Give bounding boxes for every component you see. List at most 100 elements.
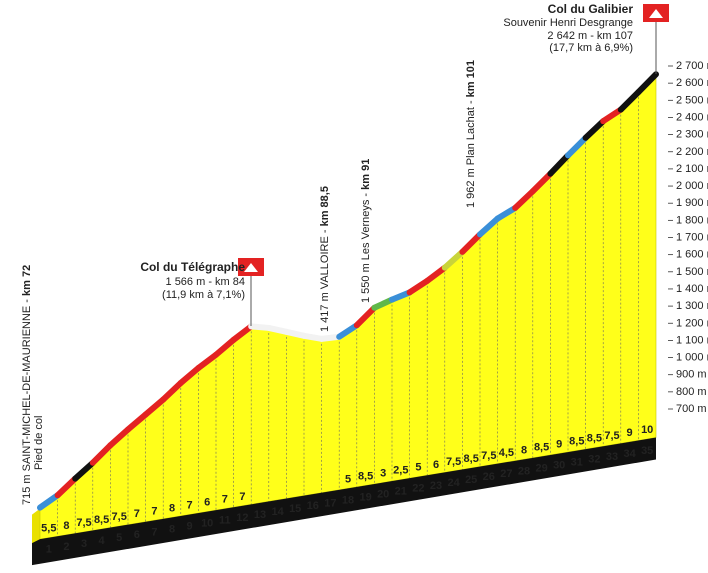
- km-label: 16: [307, 500, 319, 512]
- km-label: 4: [99, 535, 106, 547]
- gradient-segment: [565, 134, 589, 159]
- gradient-segment: [177, 364, 202, 386]
- km-label: 15: [289, 503, 301, 515]
- y-tick-label: 800 m: [676, 386, 707, 398]
- gradient-segment: [424, 264, 448, 284]
- km-label: 2: [63, 541, 69, 553]
- km-label: 12: [236, 512, 248, 524]
- gradient-segment: [213, 336, 237, 358]
- galibier-subtitle: Souvenir Henri Desgrange: [503, 17, 633, 29]
- gradient-label: 8,5: [464, 453, 479, 465]
- y-tick-label: 2 300 m: [676, 129, 708, 141]
- gradient-label: 7,5: [446, 456, 461, 468]
- gradient-label: 8,5: [569, 436, 584, 448]
- gradient-label: 7: [222, 494, 228, 506]
- km-label: 27: [500, 468, 512, 480]
- y-tick-label: 700 m: [676, 403, 707, 415]
- verneys-km: km 91: [360, 159, 372, 190]
- km-label: 22: [412, 483, 424, 495]
- gradient-segment: [635, 71, 659, 96]
- gradient-label: 7: [187, 499, 193, 511]
- gradient-segment: [494, 204, 519, 222]
- verneys-label: 1 550 m Les Verneys - km 91: [360, 159, 372, 303]
- y-tick-label: 1 000 m: [676, 352, 708, 364]
- galibier-info: (17,7 km à 6,9%): [549, 42, 633, 54]
- gradient-label: 6: [433, 459, 439, 471]
- start-text: 715 m SAINT-MICHEL-DE-MAURIENNE -: [21, 296, 33, 505]
- km-label: 30: [553, 460, 565, 472]
- gradient-segment: [529, 170, 554, 195]
- km-label: 6: [134, 529, 140, 541]
- km-label: 34: [623, 448, 636, 460]
- gradient-segment: [54, 475, 79, 499]
- gradient-segment: [512, 188, 536, 211]
- y-tick-label: 2 400 m: [676, 111, 708, 123]
- valloire-label: 1 417 m VALLOIRE - km 88,5: [319, 186, 331, 332]
- y-tick-label: 1 600 m: [676, 249, 708, 261]
- profile-layer: 700 m 800 m 900 m 1 000 m 1 100 m 1 200 m 1 30…: [32, 60, 708, 566]
- km-label: 5: [116, 532, 122, 544]
- base-band: [32, 437, 656, 566]
- km-label: 21: [395, 486, 407, 498]
- y-tick-label: 2 100 m: [676, 163, 708, 175]
- telegraphe-flag: [238, 258, 264, 326]
- gradient-segment: [142, 396, 167, 418]
- gradient-label: 8: [169, 502, 175, 514]
- y-tick-label: 1 200 m: [676, 317, 708, 329]
- y-tick-label: 1 800 m: [676, 214, 708, 226]
- km-label: 23: [430, 480, 442, 492]
- gradient-label: 7: [134, 508, 140, 520]
- gradient-label: 7,5: [481, 450, 496, 462]
- km-label: 33: [606, 451, 618, 463]
- km-label: 8: [169, 523, 175, 535]
- telegraphe-info: 1 566 m - km 84: [166, 276, 245, 288]
- gradient-label: 7,5: [112, 511, 127, 523]
- valloire-text: 1 417 m VALLOIRE -: [319, 226, 331, 332]
- gradient-label: 2,5: [393, 465, 408, 477]
- gradient-segment: [582, 118, 607, 141]
- y-tick-label: 2 500 m: [676, 94, 708, 106]
- gradient-segment: [230, 323, 255, 343]
- km-label: 20: [377, 489, 389, 501]
- plan-lachat-label: 1 962 m Plan Lachat - km 101: [465, 60, 477, 208]
- gradient-label: 8,5: [358, 470, 373, 482]
- gradient-segment: [283, 328, 307, 339]
- y-tick-label: 1 900 m: [676, 197, 708, 209]
- gradient-segment: [336, 322, 360, 340]
- km-label: 26: [483, 471, 495, 483]
- gradient-segment: [600, 106, 624, 125]
- y-tick-label: 2 600 m: [676, 77, 708, 89]
- km-label: 32: [588, 454, 600, 466]
- gradient-label: 9: [627, 427, 633, 439]
- gradient-segment: [477, 215, 501, 238]
- gradient-label: 7,5: [604, 430, 619, 442]
- telegraphe-name: Col du Télégraphe: [140, 260, 245, 274]
- y-tick-label: 1 100 m: [676, 334, 708, 346]
- gradient-label: 5: [345, 473, 351, 485]
- galibier-flag: [643, 4, 669, 74]
- gradient-segment: [617, 89, 642, 113]
- y-tick-label: 1 700 m: [676, 232, 708, 244]
- telegraphe-info: (11,9 km à 7,1%): [162, 289, 245, 301]
- km-label: 7: [151, 526, 157, 538]
- km-label: 19: [359, 491, 371, 503]
- gradient-label: 8: [63, 520, 69, 532]
- km-label: 1: [46, 544, 52, 556]
- start-km: km 72: [21, 265, 33, 296]
- y-tick-label: 1 400 m: [676, 283, 708, 295]
- km-label: 18: [342, 494, 354, 506]
- km-label: 17: [324, 497, 336, 509]
- gradient-segment: [406, 277, 431, 296]
- gradient-label: 6: [204, 497, 210, 509]
- start-note: Pied de col: [33, 416, 45, 470]
- km-label: 24: [447, 477, 460, 489]
- km-label: 14: [271, 506, 284, 518]
- gradient-label: 8,5: [94, 514, 109, 526]
- gradient-label: 8,5: [587, 433, 602, 445]
- gradient-label: 8,5: [534, 441, 549, 453]
- y-tick-label: 2 700 m: [676, 60, 708, 72]
- gradient-segment: [89, 442, 114, 466]
- gradient-segment: [389, 289, 413, 303]
- km-label: 9: [187, 520, 193, 532]
- gradient-segment: [265, 324, 290, 335]
